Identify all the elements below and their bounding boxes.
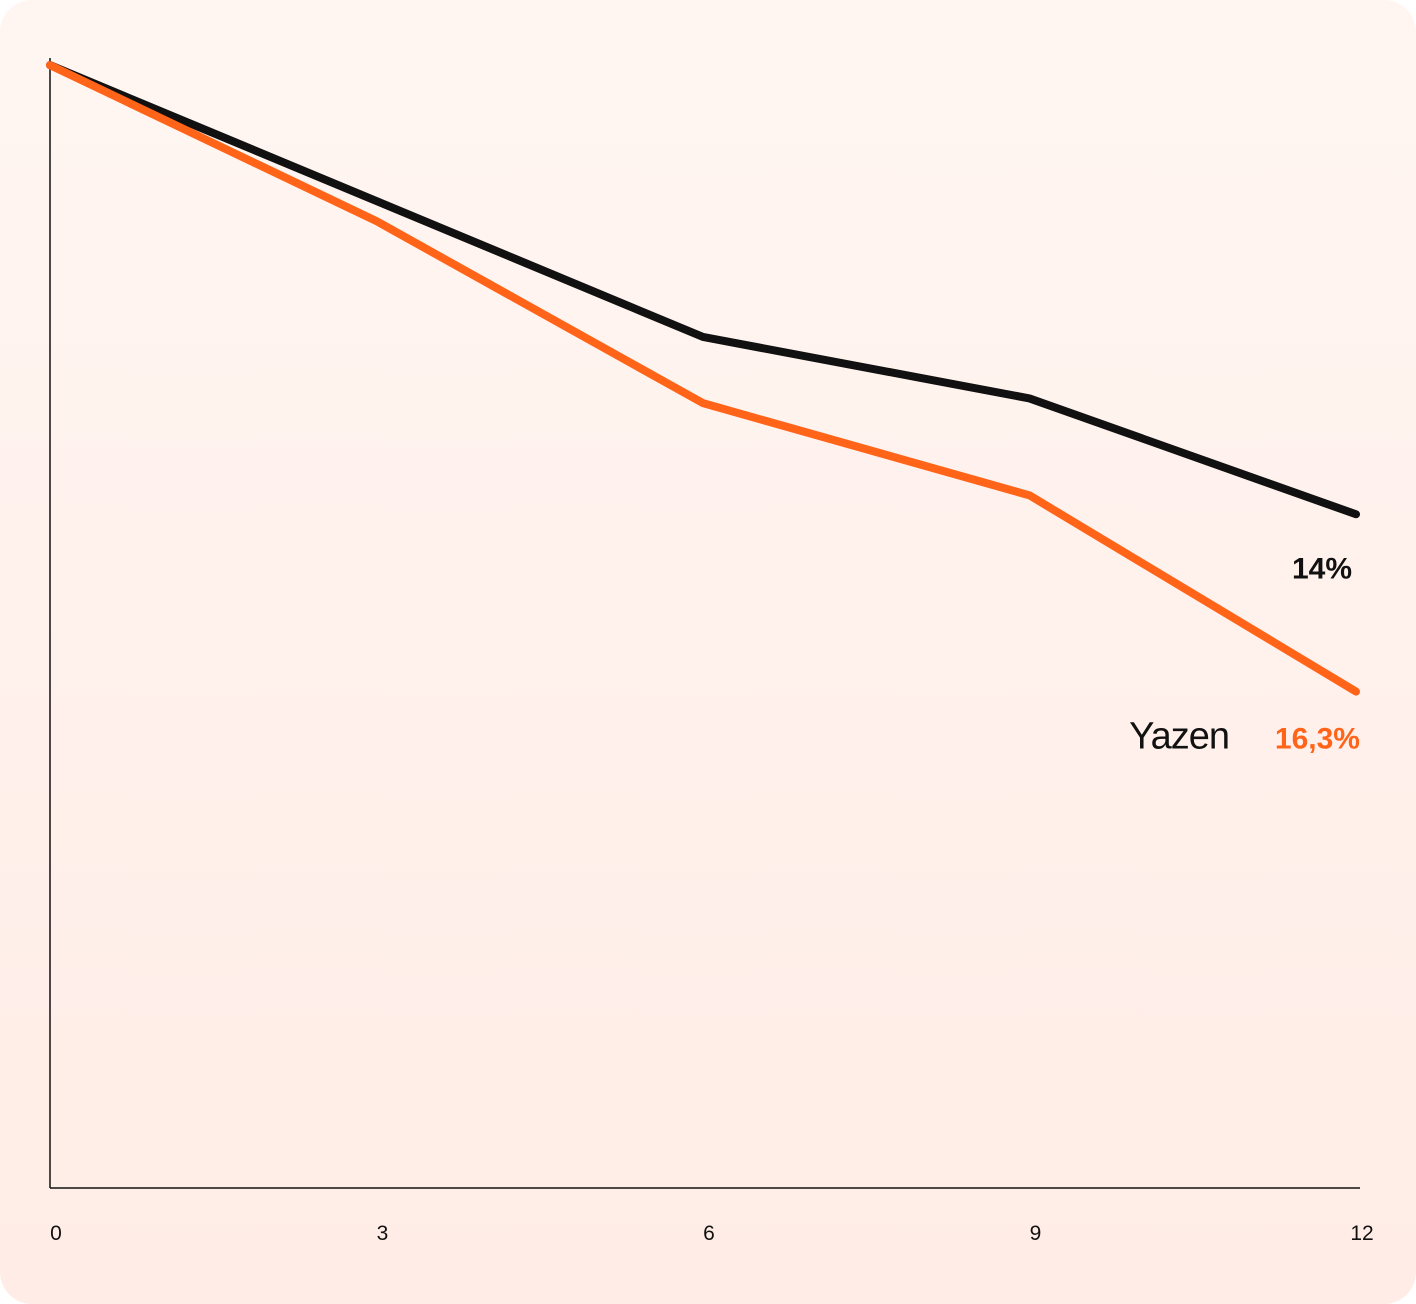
labels-layer: 14% 16,3% Yazen bbox=[1129, 552, 1360, 757]
x-tick-label: 12 bbox=[1350, 1222, 1373, 1245]
series-line-0 bbox=[46, 61, 1360, 519]
series-end-label: 14% bbox=[1292, 552, 1352, 585]
series-line-1 bbox=[46, 61, 1360, 696]
x-tick-label: 6 bbox=[703, 1222, 715, 1245]
x-tick-label: 9 bbox=[1030, 1222, 1042, 1245]
x-tick-label: 3 bbox=[377, 1222, 389, 1245]
series-end-annotation: 16,3% bbox=[1275, 723, 1360, 756]
x-tick-label: 0 bbox=[50, 1222, 62, 1245]
series-layer bbox=[46, 61, 1360, 696]
yazen-logo: Yazen bbox=[1129, 716, 1229, 758]
axes: 0 3 6 9 12 bbox=[49, 58, 1374, 1245]
